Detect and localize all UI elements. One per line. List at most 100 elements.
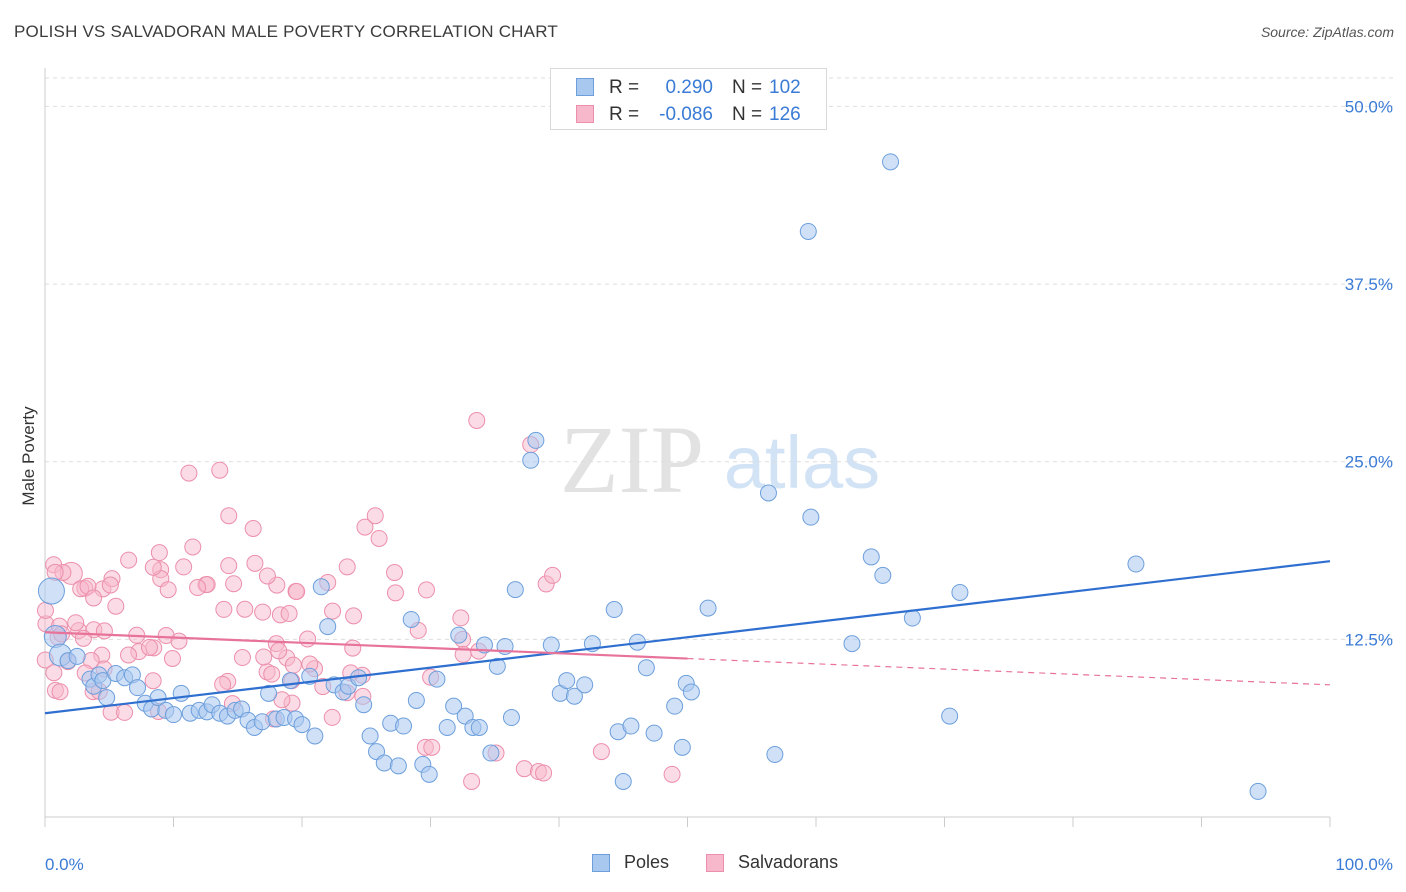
salvadorans-point: [189, 579, 207, 597]
salvadorans-point: [663, 765, 681, 783]
source-label: Source: ZipAtlas.com: [1260, 24, 1394, 40]
legend-label-salvadorans: Salvadorans: [738, 852, 839, 872]
poles-point: [614, 772, 632, 790]
legend-label-poles: Poles: [624, 852, 670, 872]
salvadorans-point: [107, 597, 125, 615]
poles-trend-line: [44, 560, 1331, 715]
poles-point: [445, 697, 463, 715]
poles-point: [129, 679, 147, 697]
poles-point: [407, 691, 425, 709]
trend-lines: [44, 560, 1331, 715]
salvadorans-swatch: [576, 105, 594, 123]
poles-point: [673, 738, 691, 756]
r-value: 0.290: [665, 77, 713, 98]
poles-point: [355, 696, 373, 714]
poles-point: [682, 683, 700, 701]
poles-point: [522, 451, 540, 469]
salvadorans-point: [288, 583, 306, 601]
salvadorans-point: [254, 603, 272, 621]
salvadorans-point: [225, 575, 243, 593]
salvadorans-point: [220, 507, 238, 525]
poles-point: [903, 609, 921, 627]
watermark: ZIP atlas: [560, 406, 880, 513]
tick-labels: 12.5% 25.0% 37.5% 50.0% 0.0% 100.0%: [45, 97, 1393, 874]
salvadorans-point: [344, 639, 362, 657]
salvadorans-point: [544, 566, 562, 584]
svg-text:ZIP: ZIP: [560, 406, 704, 513]
poles-point: [470, 718, 488, 736]
legend-row-salvadorans: R = -0.086 N = 126: [551, 101, 826, 129]
salvadorans-point: [386, 584, 404, 602]
salvadorans-trend-extension: [687, 657, 1331, 686]
poles-point: [941, 707, 959, 725]
salvadorans-point: [246, 554, 264, 572]
poles-point: [319, 618, 337, 636]
salvadorans-point: [184, 538, 202, 556]
poles-point: [428, 670, 446, 688]
y-tick-label: 12.5%: [1345, 630, 1393, 649]
poles-point: [98, 689, 116, 707]
poles-point: [306, 727, 324, 745]
salvadorans-point: [163, 650, 181, 668]
salvadorans-point: [233, 649, 251, 667]
poles-point: [666, 697, 684, 715]
salvadorans-point: [284, 656, 302, 674]
salvadorans-point: [515, 760, 533, 778]
salvadorans-point: [452, 609, 470, 627]
poles-point: [482, 744, 500, 762]
poles-point: [527, 431, 545, 449]
svg-text:atlas: atlas: [724, 421, 880, 504]
salvadorans-point: [356, 518, 374, 536]
r-label: R =: [609, 77, 640, 98]
poles-point: [301, 667, 319, 685]
poles-point: [759, 484, 777, 502]
salvadorans-point: [150, 544, 168, 562]
poles-swatch: [592, 854, 610, 872]
salvadorans-point: [211, 461, 229, 479]
poles-point: [361, 727, 379, 745]
y-tick-label: 25.0%: [1345, 453, 1393, 472]
poles-point: [558, 672, 576, 690]
n-label: N =: [732, 77, 763, 98]
poles-point: [389, 757, 407, 775]
n-value: 102: [769, 77, 801, 98]
salvadorans-point: [67, 614, 85, 632]
salvadorans-point: [345, 607, 363, 625]
poles-point: [843, 635, 861, 653]
salvadorans-point: [270, 642, 288, 660]
salvadorans-point: [263, 665, 281, 683]
poles-point: [253, 713, 271, 731]
salvadorans-point: [116, 703, 134, 721]
poles-point: [882, 153, 900, 171]
salvadorans-point: [423, 738, 441, 756]
poles-point: [149, 689, 167, 707]
poles-point: [293, 716, 311, 734]
poles-point: [488, 657, 506, 675]
salvadorans-point: [299, 630, 317, 648]
poles-point: [375, 754, 393, 772]
poles-point: [576, 676, 594, 694]
salvadorans-point: [535, 764, 553, 782]
salvadorans-point: [170, 632, 188, 650]
salvadorans-trend-line: [44, 631, 688, 660]
poles-point: [172, 684, 190, 702]
poles-point: [1127, 555, 1145, 573]
poles-point: [802, 508, 820, 526]
salvadorans-point: [370, 529, 388, 547]
salvadorans-point: [280, 605, 298, 623]
salvadorans-point: [36, 601, 54, 619]
salvadorans-point: [236, 600, 254, 618]
y-axis-label: Male Poverty: [19, 406, 38, 506]
chart-title: POLISH VS SALVADORAN MALE POVERTY CORREL…: [14, 22, 558, 41]
salvadorans-point: [215, 600, 233, 618]
poles-point: [68, 647, 86, 665]
salvadorans-point: [180, 464, 198, 482]
salvadorans-point: [101, 576, 119, 594]
x-tick-label: 0.0%: [45, 855, 84, 874]
salvadorans-point: [51, 683, 69, 701]
poles-point: [450, 626, 468, 644]
poles-point: [766, 745, 784, 763]
salvadorans-point: [159, 581, 177, 599]
salvadorans-point: [338, 558, 356, 576]
